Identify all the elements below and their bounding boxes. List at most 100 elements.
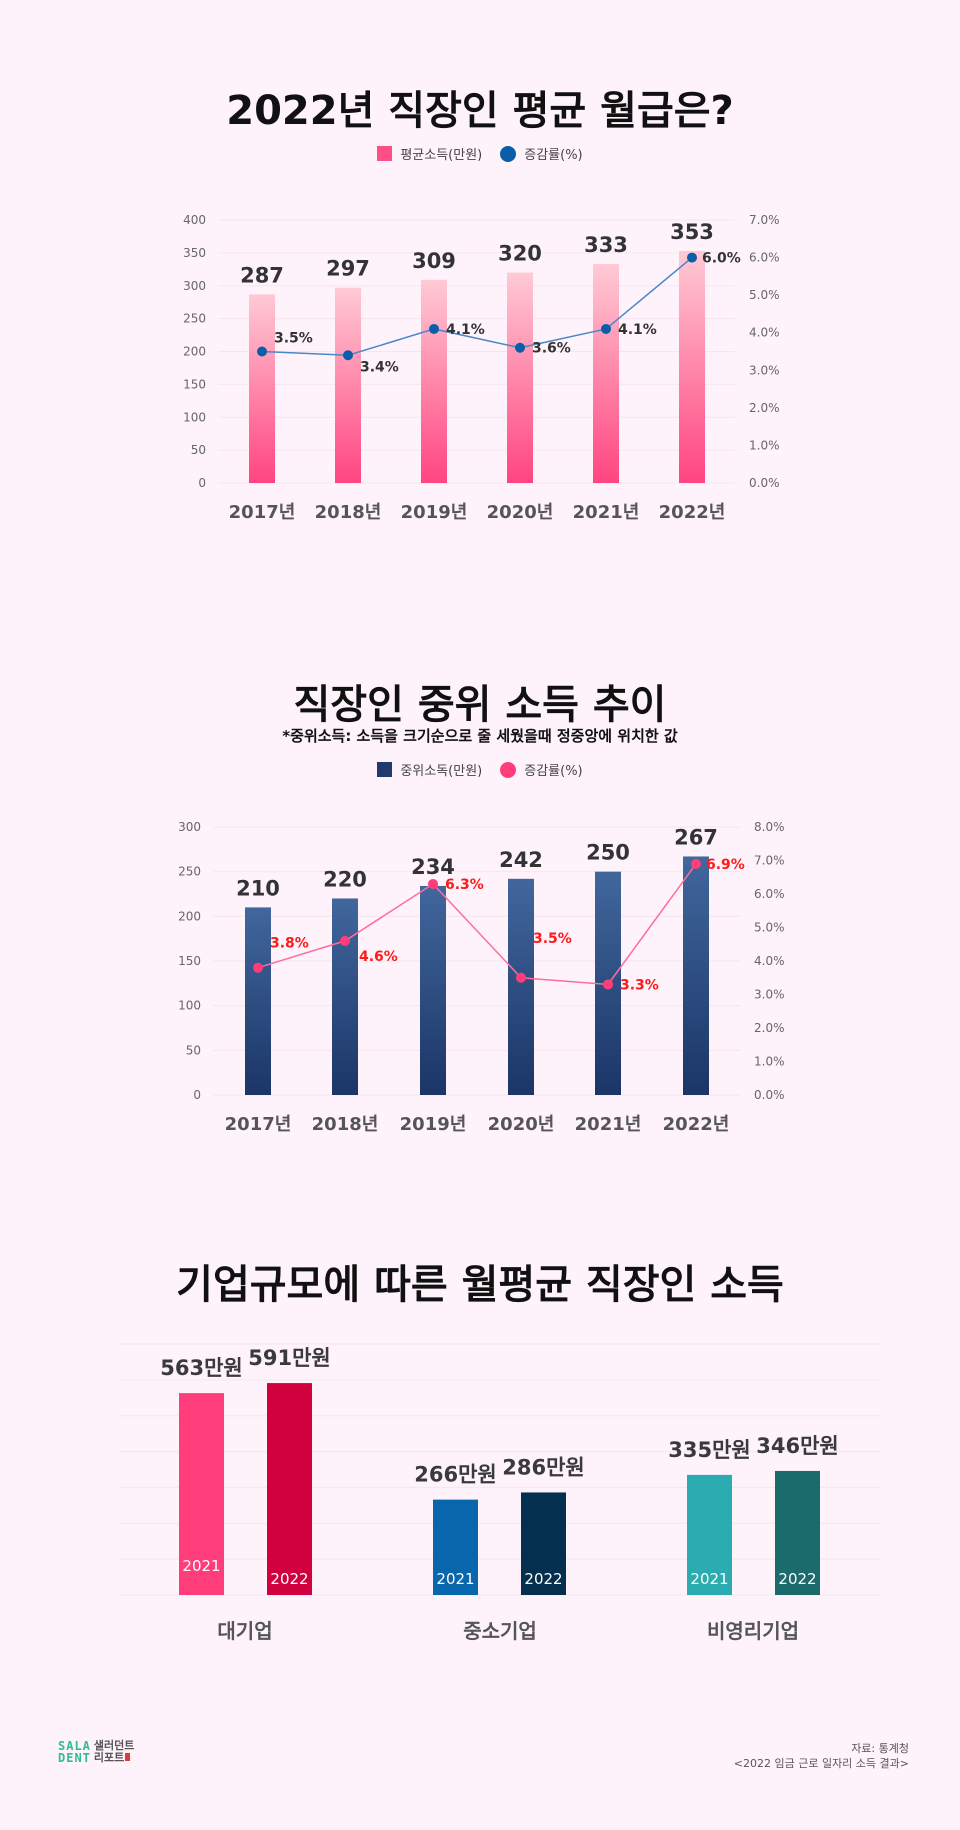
rate-point — [257, 346, 267, 357]
rate-label: 6.9% — [706, 857, 745, 873]
source-line: <2022 임금 근로 일자리 소득 결과> — [733, 1757, 909, 1770]
bar — [679, 250, 705, 483]
y-tick-label: 100 — [183, 410, 206, 424]
bar — [521, 1492, 566, 1595]
brand-logo: SALA DENT 샐러던트 리포트 — [58, 1739, 134, 1765]
chart1-legend: 평균소득(만원) 증감률(%) — [0, 144, 960, 163]
y-tick-label: 100 — [178, 999, 201, 1013]
y-tick-label: 350 — [183, 246, 206, 260]
bar-value-label: 353 — [670, 220, 714, 244]
x-tick-label: 대기업 — [217, 1619, 272, 1643]
series-year-label: 2021 — [182, 1557, 220, 1575]
y2-tick-label: 0.0% — [749, 476, 780, 490]
x-tick-label: 중소기업 — [463, 1619, 537, 1643]
chart2-title: 직장인 중위 소득 추이 — [293, 682, 667, 728]
bar-value-label: 563만원 — [160, 1356, 242, 1380]
bar — [508, 878, 534, 1095]
bar — [683, 856, 709, 1095]
rate-label: 3.5% — [274, 331, 313, 347]
bar — [433, 1499, 478, 1595]
logo-text: SALA — [58, 1739, 91, 1753]
bar — [335, 287, 361, 483]
rate-label: 3.8% — [270, 936, 309, 952]
y-tick-label: 300 — [183, 279, 206, 293]
x-tick-label: 2019년 — [400, 1114, 467, 1135]
y2-tick-label: 7.0% — [754, 854, 785, 868]
y2-tick-label: 1.0% — [749, 438, 780, 452]
rate-label: 6.0% — [702, 251, 741, 267]
bar — [507, 272, 533, 483]
logo-text: 리포트 — [93, 1751, 125, 1764]
bar-value-label: 309 — [412, 249, 456, 273]
rate-label: 3.3% — [620, 977, 659, 993]
y2-tick-label: 7.0% — [749, 213, 780, 227]
bar — [593, 264, 619, 483]
source-note: 자료: 통계청 <2022 임금 근로 일자리 소득 결과> — [734, 1741, 909, 1771]
y-tick-label: 150 — [183, 377, 206, 391]
rate-point — [603, 979, 613, 990]
bookmark-icon — [125, 1753, 131, 1761]
bar — [775, 1470, 820, 1595]
legend-bar-label: 중위소독(만원) — [400, 764, 483, 779]
bar — [332, 898, 358, 1095]
source-line: 자료: 통계청 — [851, 1742, 909, 1755]
bar-value-label: 242 — [499, 848, 543, 872]
rate-label: 3.5% — [533, 931, 572, 947]
y2-tick-label: 5.0% — [754, 921, 785, 935]
bar — [179, 1393, 224, 1595]
x-tick-label: 2021년 — [575, 1114, 642, 1135]
chart1-title: 2022년 직장인 평균 월급은? — [226, 88, 734, 134]
rate-label: 4.6% — [359, 949, 398, 965]
legend-bar-label: 평균소득(만원) — [400, 148, 483, 163]
bar — [687, 1474, 732, 1595]
series-year-label: 2021 — [690, 1570, 728, 1588]
y-tick-label: 400 — [183, 213, 206, 227]
y-tick-label: 150 — [178, 954, 201, 968]
bar-value-label: 333 — [584, 233, 628, 257]
rate-label: 6.3% — [445, 877, 484, 893]
series-year-label: 2022 — [524, 1570, 562, 1588]
bar-value-label: 320 — [498, 242, 542, 266]
x-tick-label: 2020년 — [487, 502, 554, 523]
y-tick-label: 200 — [178, 909, 201, 923]
chart2-subtitle: *중위소득: 소득을 크기순으로 줄 세웠을때 정중앙에 위치한 값 — [282, 727, 678, 745]
x-tick-label: 2017년 — [229, 502, 296, 523]
bar-value-label: 210 — [236, 876, 280, 900]
bar-value-label: 267 — [674, 825, 718, 849]
y2-tick-label: 4.0% — [749, 326, 780, 340]
y2-tick-label: 5.0% — [749, 288, 780, 302]
bar — [421, 279, 447, 483]
legend-line-swatch — [500, 145, 517, 162]
series-year-label: 2021 — [436, 1570, 474, 1588]
rate-label: 4.1% — [446, 322, 485, 338]
y2-tick-label: 3.0% — [754, 988, 785, 1002]
y-tick-label: 250 — [178, 865, 201, 879]
bar-value-label: 286만원 — [502, 1455, 584, 1479]
rate-point — [515, 342, 525, 353]
rate-point — [601, 323, 611, 334]
chart2-legend: 중위소독(만원) 증감률(%) — [0, 760, 960, 779]
series-year-label: 2022 — [270, 1570, 308, 1588]
bar-value-label: 220 — [323, 867, 367, 891]
rate-label: 3.4% — [360, 359, 399, 375]
x-tick-label: 2018년 — [312, 1114, 379, 1135]
bar — [245, 907, 271, 1095]
y2-tick-label: 6.0% — [754, 887, 785, 901]
rate-line — [261, 256, 693, 357]
y2-tick-label: 1.0% — [754, 1055, 785, 1069]
bar-value-label: 346만원 — [756, 1434, 838, 1458]
y-tick-label: 300 — [178, 820, 201, 834]
x-tick-label: 2020년 — [488, 1114, 555, 1135]
legend-line-label: 증감률(%) — [524, 764, 583, 779]
y-tick-label: 0 — [193, 1088, 201, 1102]
legend-bar-swatch — [377, 146, 393, 161]
rate-point — [340, 935, 350, 946]
bar-value-label: 591만원 — [248, 1346, 330, 1370]
rate-point — [516, 972, 526, 983]
bar — [249, 294, 275, 483]
y-tick-label: 50 — [191, 443, 206, 457]
y-tick-label: 50 — [186, 1043, 201, 1057]
legend-line-swatch — [500, 761, 517, 778]
y-tick-label: 0 — [198, 476, 206, 490]
